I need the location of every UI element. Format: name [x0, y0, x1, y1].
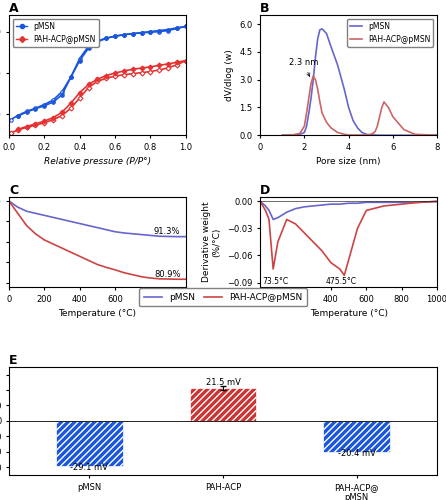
X-axis label: Temperature (°C): Temperature (°C) — [58, 309, 136, 318]
Text: 73.5°C: 73.5°C — [262, 278, 288, 286]
Text: -20.4 mV: -20.4 mV — [338, 448, 376, 458]
Bar — [190, 388, 256, 421]
Bar — [56, 421, 123, 466]
Text: B: B — [260, 2, 270, 15]
Text: -29.1 mV: -29.1 mV — [70, 462, 108, 471]
Text: 80.9%: 80.9% — [154, 270, 181, 279]
Y-axis label: dV/dlog (w): dV/dlog (w) — [225, 49, 234, 101]
Text: 475.5°C: 475.5°C — [326, 278, 357, 286]
X-axis label: Relative pressure (P/P°): Relative pressure (P/P°) — [44, 158, 151, 166]
Text: 2.3 nm: 2.3 nm — [289, 58, 318, 76]
X-axis label: Temperature (°C): Temperature (°C) — [310, 309, 388, 318]
Text: 91.3%: 91.3% — [154, 227, 181, 236]
Legend: pMSN, PAH-ACP@pMSN: pMSN, PAH-ACP@pMSN — [139, 288, 307, 306]
Text: A: A — [9, 2, 19, 15]
Y-axis label: Derivative weight
(%/°C): Derivative weight (%/°C) — [202, 202, 222, 282]
Legend: pMSN, PAH-ACP@pMSN: pMSN, PAH-ACP@pMSN — [347, 19, 433, 47]
Text: 5.0 nm: 5.0 nm — [375, 26, 405, 36]
Text: C: C — [9, 184, 18, 197]
Text: E: E — [9, 354, 17, 367]
Text: 21.5 mV: 21.5 mV — [206, 378, 240, 386]
Bar — [323, 421, 390, 452]
Text: D: D — [260, 184, 270, 197]
X-axis label: Pore size (nm): Pore size (nm) — [316, 158, 381, 166]
Legend: pMSN, PAH-ACP@pMSN: pMSN, PAH-ACP@pMSN — [13, 19, 99, 47]
